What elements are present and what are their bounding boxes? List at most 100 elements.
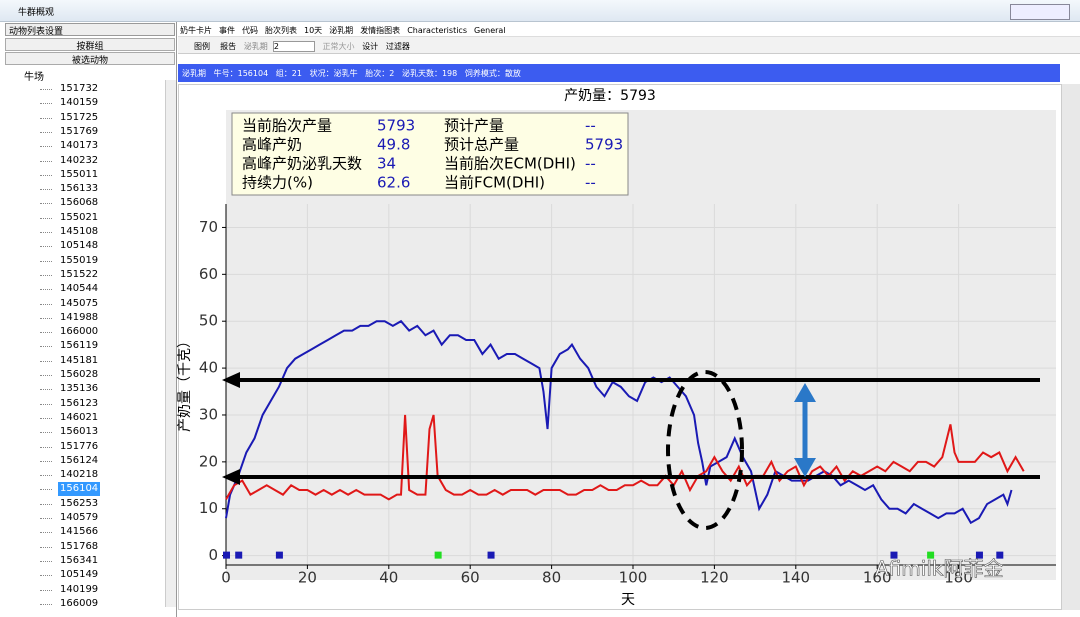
menu-item[interactable]: 10天 — [304, 26, 323, 35]
lactation-label: 泌乳期 — [243, 42, 268, 51]
cow-id[interactable]: 151725 — [39, 111, 99, 123]
y-tick-label: 50 — [199, 312, 218, 330]
line-series — [225, 414, 1025, 501]
dropdown[interactable]: 动物列表设置 — [5, 23, 175, 37]
y-axis-label: 产奶量（千克） — [177, 334, 193, 432]
menu-item[interactable]: General — [474, 26, 506, 35]
cow-id[interactable]: 156104 — [39, 482, 101, 497]
menu-item[interactable]: 泌乳期 — [329, 26, 354, 35]
stat-value: 34 — [377, 155, 396, 173]
menu-bar: 奶牛卡片 事件 代码 胎次列表 10天 泌乳期 发情指图表 Characteristics Ge… — [178, 22, 1080, 37]
selected-button[interactable]: 被选动物 — [5, 52, 175, 66]
y-tick-label: 30 — [199, 405, 218, 423]
event-marker — [975, 551, 983, 559]
cow-id[interactable]: 141566 — [39, 526, 99, 538]
stat-label: 预计产量 — [444, 117, 504, 135]
cow-id[interactable]: 156124 — [39, 454, 99, 466]
event-marker — [434, 551, 442, 559]
cow-id[interactable]: 151522 — [39, 268, 99, 280]
menu-item[interactable]: 发情指图表 — [360, 26, 401, 35]
cow-id[interactable]: 145108 — [39, 226, 99, 237]
legend-button[interactable]: 图例 — [194, 42, 210, 51]
cow-id[interactable]: 156133 — [39, 183, 99, 195]
title-bar: 牛群概观 — [0, 0, 1080, 22]
x-tick-label: 180 — [944, 569, 973, 587]
cow-id[interactable]: 135136 — [39, 383, 99, 395]
cow-id[interactable]: 140173 — [39, 140, 99, 152]
cow-id[interactable]: 140159 — [39, 97, 99, 109]
x-tick-label: 60 — [461, 569, 480, 587]
stat-value: -- — [585, 117, 596, 135]
cow-id[interactable]: 156028 — [39, 369, 99, 380]
menu-item[interactable]: 代码 — [242, 26, 258, 35]
cow-id[interactable]: 145075 — [39, 297, 99, 309]
group-button[interactable]: 按群组 — [5, 38, 175, 52]
cow-id[interactable]: 151732 — [39, 83, 99, 94]
menu-item[interactable]: Characteristics — [407, 26, 467, 35]
cow-id[interactable]: 145181 — [39, 354, 99, 366]
stat-label: 预计总产量 — [444, 136, 519, 154]
stat-label: 当前胎次ECM(DHI) — [444, 155, 576, 173]
event-marker — [223, 551, 230, 559]
cow-id[interactable]: 155011 — [39, 168, 99, 180]
cow-id[interactable]: 105148 — [39, 240, 99, 252]
cow-id[interactable]: 140544 — [39, 283, 99, 295]
cow-id[interactable]: 140232 — [39, 154, 99, 166]
event-marker — [487, 551, 495, 559]
cow-id[interactable]: 140199 — [39, 583, 99, 595]
design-button[interactable]: 设计 — [362, 42, 379, 51]
cow-id[interactable]: 156068 — [39, 197, 99, 209]
status-bar: 泌乳期 牛号：156104 组：21 状况：泌乳牛 胎次：2 泌乳天数：198 … — [178, 64, 1060, 82]
cow-id[interactable]: 151769 — [39, 125, 99, 137]
cow-id[interactable]: 156341 — [39, 554, 99, 566]
cow-id[interactable]: 140218 — [39, 469, 99, 481]
stat-value: -- — [585, 174, 596, 192]
toolbar: 图例 报告 泌乳期 2 正常大小 设计 过滤器 — [178, 37, 1080, 54]
cow-id[interactable]: 166009 — [39, 597, 99, 609]
x-tick-label: 100 — [619, 569, 648, 587]
cow-id[interactable]: 141988 — [39, 311, 99, 323]
lactation-select[interactable]: 2 — [272, 41, 315, 52]
cow-id[interactable]: 155021 — [39, 211, 99, 223]
cow-id[interactable]: 156013 — [39, 426, 99, 438]
stats-box — [231, 112, 629, 196]
scrollbar[interactable] — [165, 80, 176, 607]
y-tick-label: 60 — [199, 265, 218, 283]
cow-id[interactable]: 146021 — [39, 411, 99, 423]
stat-label: 高峰产奶泌乳天数 — [242, 155, 362, 173]
window-controls[interactable] — [1010, 4, 1070, 20]
x-tick-label: 0 — [221, 569, 231, 587]
filter-button[interactable]: 过滤器 — [385, 42, 410, 51]
sidebar: 动物列表设置 按群组 被选动物 牛场 151732 140159 151725 151… — [0, 22, 177, 617]
y-tick-label: 0 — [208, 546, 218, 564]
cow-id[interactable]: 166000 — [39, 326, 99, 338]
cow-id[interactable]: 105149 — [39, 569, 99, 581]
watermark: Afimilk阿菲金 — [875, 557, 1003, 581]
highlight-ellipse — [666, 370, 744, 530]
menu-item[interactable]: 奶牛卡片 — [180, 26, 212, 35]
cow-id[interactable]: 156253 — [39, 497, 99, 509]
cow-id[interactable]: 155019 — [39, 254, 99, 266]
event-marker — [890, 551, 898, 559]
cow-id[interactable]: 151768 — [39, 540, 99, 552]
menu-item[interactable]: 胎次列表 — [265, 26, 297, 35]
stat-label: 当前FCM(DHI) — [444, 174, 545, 192]
arrow-head — [222, 372, 240, 388]
cow-id[interactable]: 156123 — [39, 397, 99, 409]
right-scroll[interactable] — [1062, 84, 1080, 610]
tree-root[interactable]: 牛场 — [24, 72, 44, 83]
x-axis-label: 天 — [621, 592, 635, 608]
stat-value: -- — [585, 155, 596, 173]
cow-id[interactable]: 156119 — [39, 340, 99, 352]
x-tick-label: 20 — [298, 569, 317, 587]
arrow-head — [794, 458, 816, 477]
cow-id[interactable]: 140579 — [39, 512, 99, 523]
line-series — [225, 319, 1013, 525]
menu-item[interactable]: 事件 — [219, 26, 235, 35]
chart-title: 产奶量：5793 — [564, 88, 656, 104]
cow-id[interactable]: 151776 — [39, 440, 99, 452]
report-button[interactable]: 报告 — [220, 42, 237, 51]
annotations — [222, 370, 1040, 530]
